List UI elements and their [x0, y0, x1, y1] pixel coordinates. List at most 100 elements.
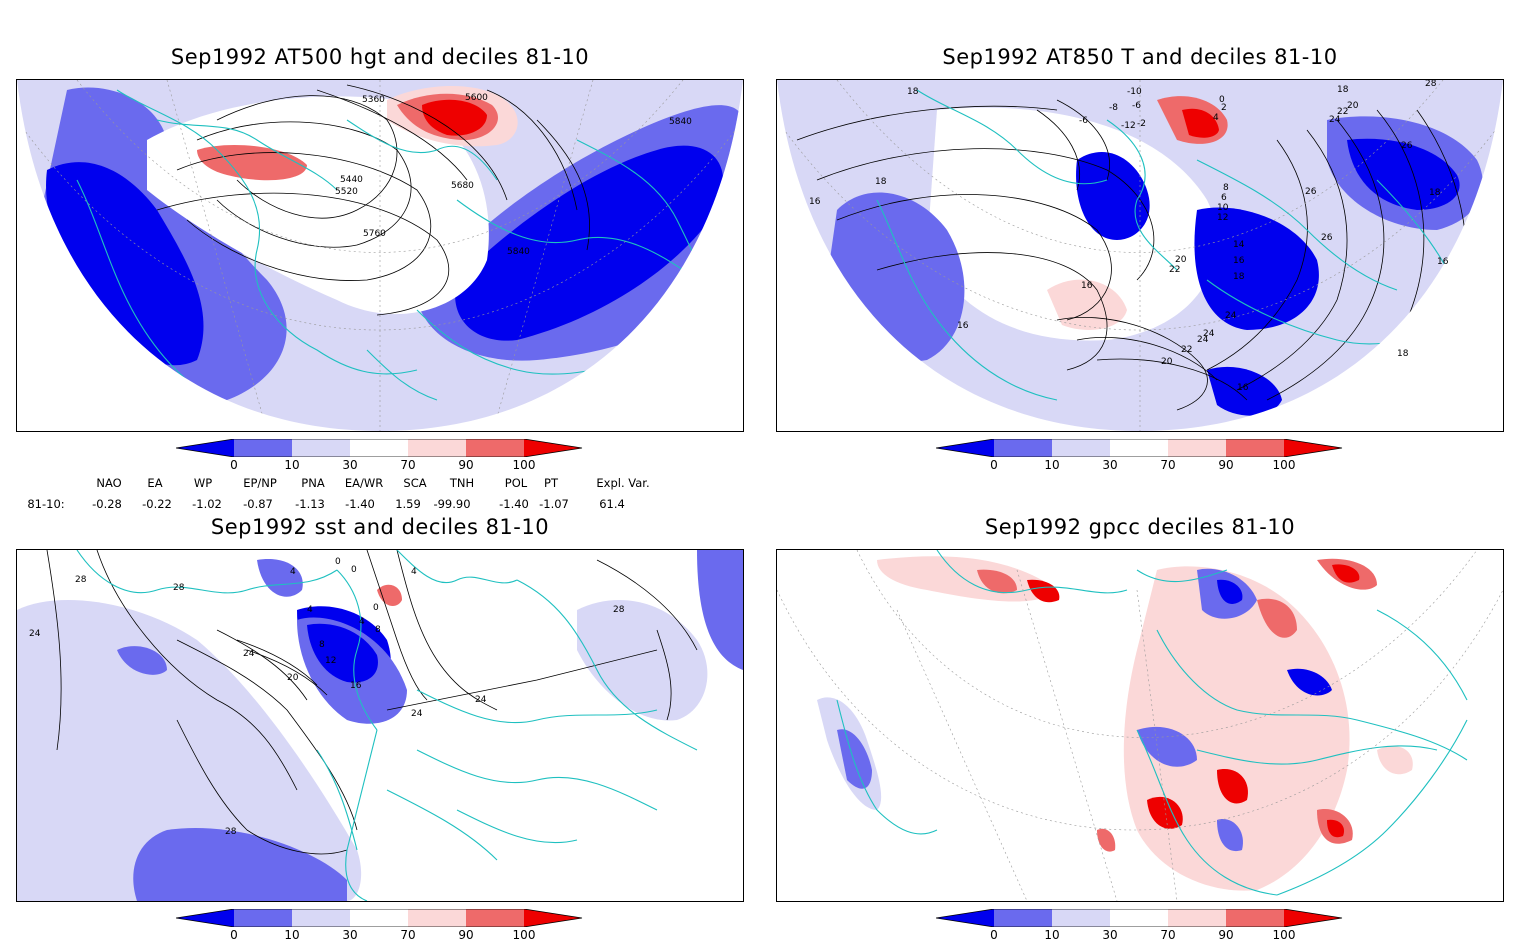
- contour-label: 16: [1081, 281, 1093, 291]
- colorbar-top-left: 0 10 30 70 90 100: [175, 438, 596, 479]
- colorbar-tick: 70: [400, 928, 416, 942]
- contour-label: 5360: [362, 95, 385, 105]
- contour-label: 8: [1223, 183, 1229, 193]
- index-header: PT: [544, 476, 558, 490]
- precip-deciles: [817, 556, 1413, 891]
- colorbar-tick: 10: [1044, 458, 1060, 472]
- index-header: Expl. Var.: [596, 476, 650, 490]
- colorbar-tick: 90: [1218, 928, 1234, 942]
- colorbar-tick: 30: [1102, 928, 1118, 942]
- contour-label: -2: [1137, 119, 1146, 129]
- decile-strong-low-region: [46, 162, 204, 366]
- contour-label: 20: [1161, 357, 1173, 367]
- colorbar-tick: 70: [1160, 458, 1176, 472]
- panel-title-at850: Sep1992 AT850 T and deciles 81-10: [942, 45, 1338, 69]
- decile-mod-low-region: [257, 559, 303, 597]
- contour-label: 4: [359, 617, 365, 627]
- map-at500-hgt: 5360 5600 5440 5520 5680 5760 5840 5840: [16, 79, 744, 432]
- panel-title-sst: Sep1992 sst and deciles 81-10: [210, 515, 550, 539]
- index-value: -0.28: [92, 497, 122, 511]
- contour-label: 4: [1213, 113, 1219, 123]
- contour-label: 24: [475, 695, 487, 705]
- index-value: -1.40: [345, 497, 375, 511]
- map-sst: 28 24 28 0 0 4 4 4 8 12 16 20 24 28 24 2…: [16, 549, 744, 902]
- contour-label: 26: [1305, 187, 1317, 197]
- index-header: TNH: [449, 476, 475, 490]
- colorbar-tick: 100: [1272, 458, 1296, 472]
- contour-label: 26: [1321, 233, 1333, 243]
- contour-label: 18: [1397, 349, 1409, 359]
- colorbar-tick: 70: [400, 458, 416, 472]
- index-header: SCA: [403, 476, 427, 490]
- decile-strong-low-region: [1207, 366, 1282, 416]
- contour-label: 28: [225, 827, 237, 837]
- contour-label: 24: [1329, 115, 1341, 125]
- contour-label: 5600: [465, 93, 488, 103]
- contour-labels: 28 24 28 0 0 4 4 4 8 12 16 20 24 28 24 2…: [29, 557, 625, 837]
- graticule: [17, 80, 743, 431]
- contour-label: 24: [243, 649, 255, 659]
- map-gpcc: [776, 549, 1504, 902]
- decile-strong-low-region: [1194, 207, 1319, 330]
- contour-label: 12: [325, 656, 336, 666]
- contour-label: 18: [1233, 272, 1245, 282]
- contour-label: 5760: [363, 229, 386, 239]
- contour-label: 0: [373, 603, 379, 613]
- contour-label: 0: [335, 557, 341, 567]
- contour-label: 20: [287, 673, 299, 683]
- index-value: -1.02: [192, 497, 222, 511]
- contour-label: 5840: [669, 117, 692, 127]
- colorbar-svg: [935, 908, 1343, 928]
- coastlines: [76, 550, 698, 901]
- index-value: -99.90: [433, 497, 471, 511]
- index-row-label: 81-10:: [27, 497, 65, 511]
- decile-strong-high-region: [422, 99, 487, 136]
- colorbar-tick: 90: [1218, 458, 1234, 472]
- contour-label: 16: [1437, 257, 1449, 267]
- index-value: 1.59: [395, 497, 421, 511]
- index-header: EP/NP: [243, 476, 277, 490]
- colorbar-tick: 0: [230, 928, 238, 942]
- decile-light-low-region: [17, 600, 362, 901]
- contour-label: 24: [1203, 329, 1215, 339]
- index-value: -1.40: [499, 497, 529, 511]
- contour-label: 16: [1233, 256, 1245, 266]
- contour-label: 5680: [451, 181, 474, 191]
- contour-label: 28: [75, 575, 87, 585]
- contour-label: 20: [1175, 255, 1187, 265]
- map-sst-svg: 28 24 28 0 0 4 4 4 8 12 16 20 24 28 24 2…: [17, 550, 743, 901]
- decile-strong-low-region: [1076, 151, 1150, 240]
- contour-label: 10: [1217, 203, 1229, 213]
- index-header: NAO: [96, 476, 122, 490]
- contour-label: 6: [1221, 193, 1227, 203]
- contour-label: 24: [29, 629, 41, 639]
- contour-label: 24: [1197, 335, 1209, 345]
- contour-label: -12: [1121, 121, 1136, 131]
- decile-light-high-region: [1047, 279, 1127, 330]
- contour-label: 22: [1181, 345, 1192, 355]
- panel-title-gpcc: Sep1992 gpcc deciles 81-10: [984, 515, 1296, 539]
- contour-label: 12: [1217, 213, 1228, 223]
- colorbar-svg: [175, 908, 583, 928]
- height-contours: [156, 84, 590, 316]
- contour-label: 24: [411, 709, 423, 719]
- decile-mod-low-region: [117, 646, 167, 675]
- decile-mod-high-region: [377, 584, 402, 606]
- map-at850-svg: 18 -6 -6 -12 -8 -10 -2 0 2 4 20 22 24 18…: [777, 80, 1503, 431]
- contour-label: 26: [1401, 141, 1413, 151]
- index-value: -1.13: [295, 497, 325, 511]
- contour-label: 16: [1237, 383, 1249, 393]
- contour-label: 8: [319, 640, 325, 650]
- contour-label: 8: [375, 625, 381, 635]
- temperature-contours: [796, 99, 1468, 411]
- colorbar-top-right: 0 10 30 70 90 100: [935, 438, 1356, 479]
- index-value: -0.22: [142, 497, 172, 511]
- index-header: PNA: [301, 476, 325, 490]
- map-at500-svg: 5360 5600 5440 5520 5680 5760 5840 5840: [17, 80, 743, 431]
- contour-label: 16: [957, 321, 969, 331]
- contour-label: 18: [1337, 85, 1349, 95]
- colorbar-tick: 70: [1160, 928, 1176, 942]
- colorbar-bottom-left: 0 10 30 70 90 100: [175, 908, 596, 949]
- contour-label: 24: [1225, 311, 1237, 321]
- contour-label: 28: [1425, 80, 1437, 89]
